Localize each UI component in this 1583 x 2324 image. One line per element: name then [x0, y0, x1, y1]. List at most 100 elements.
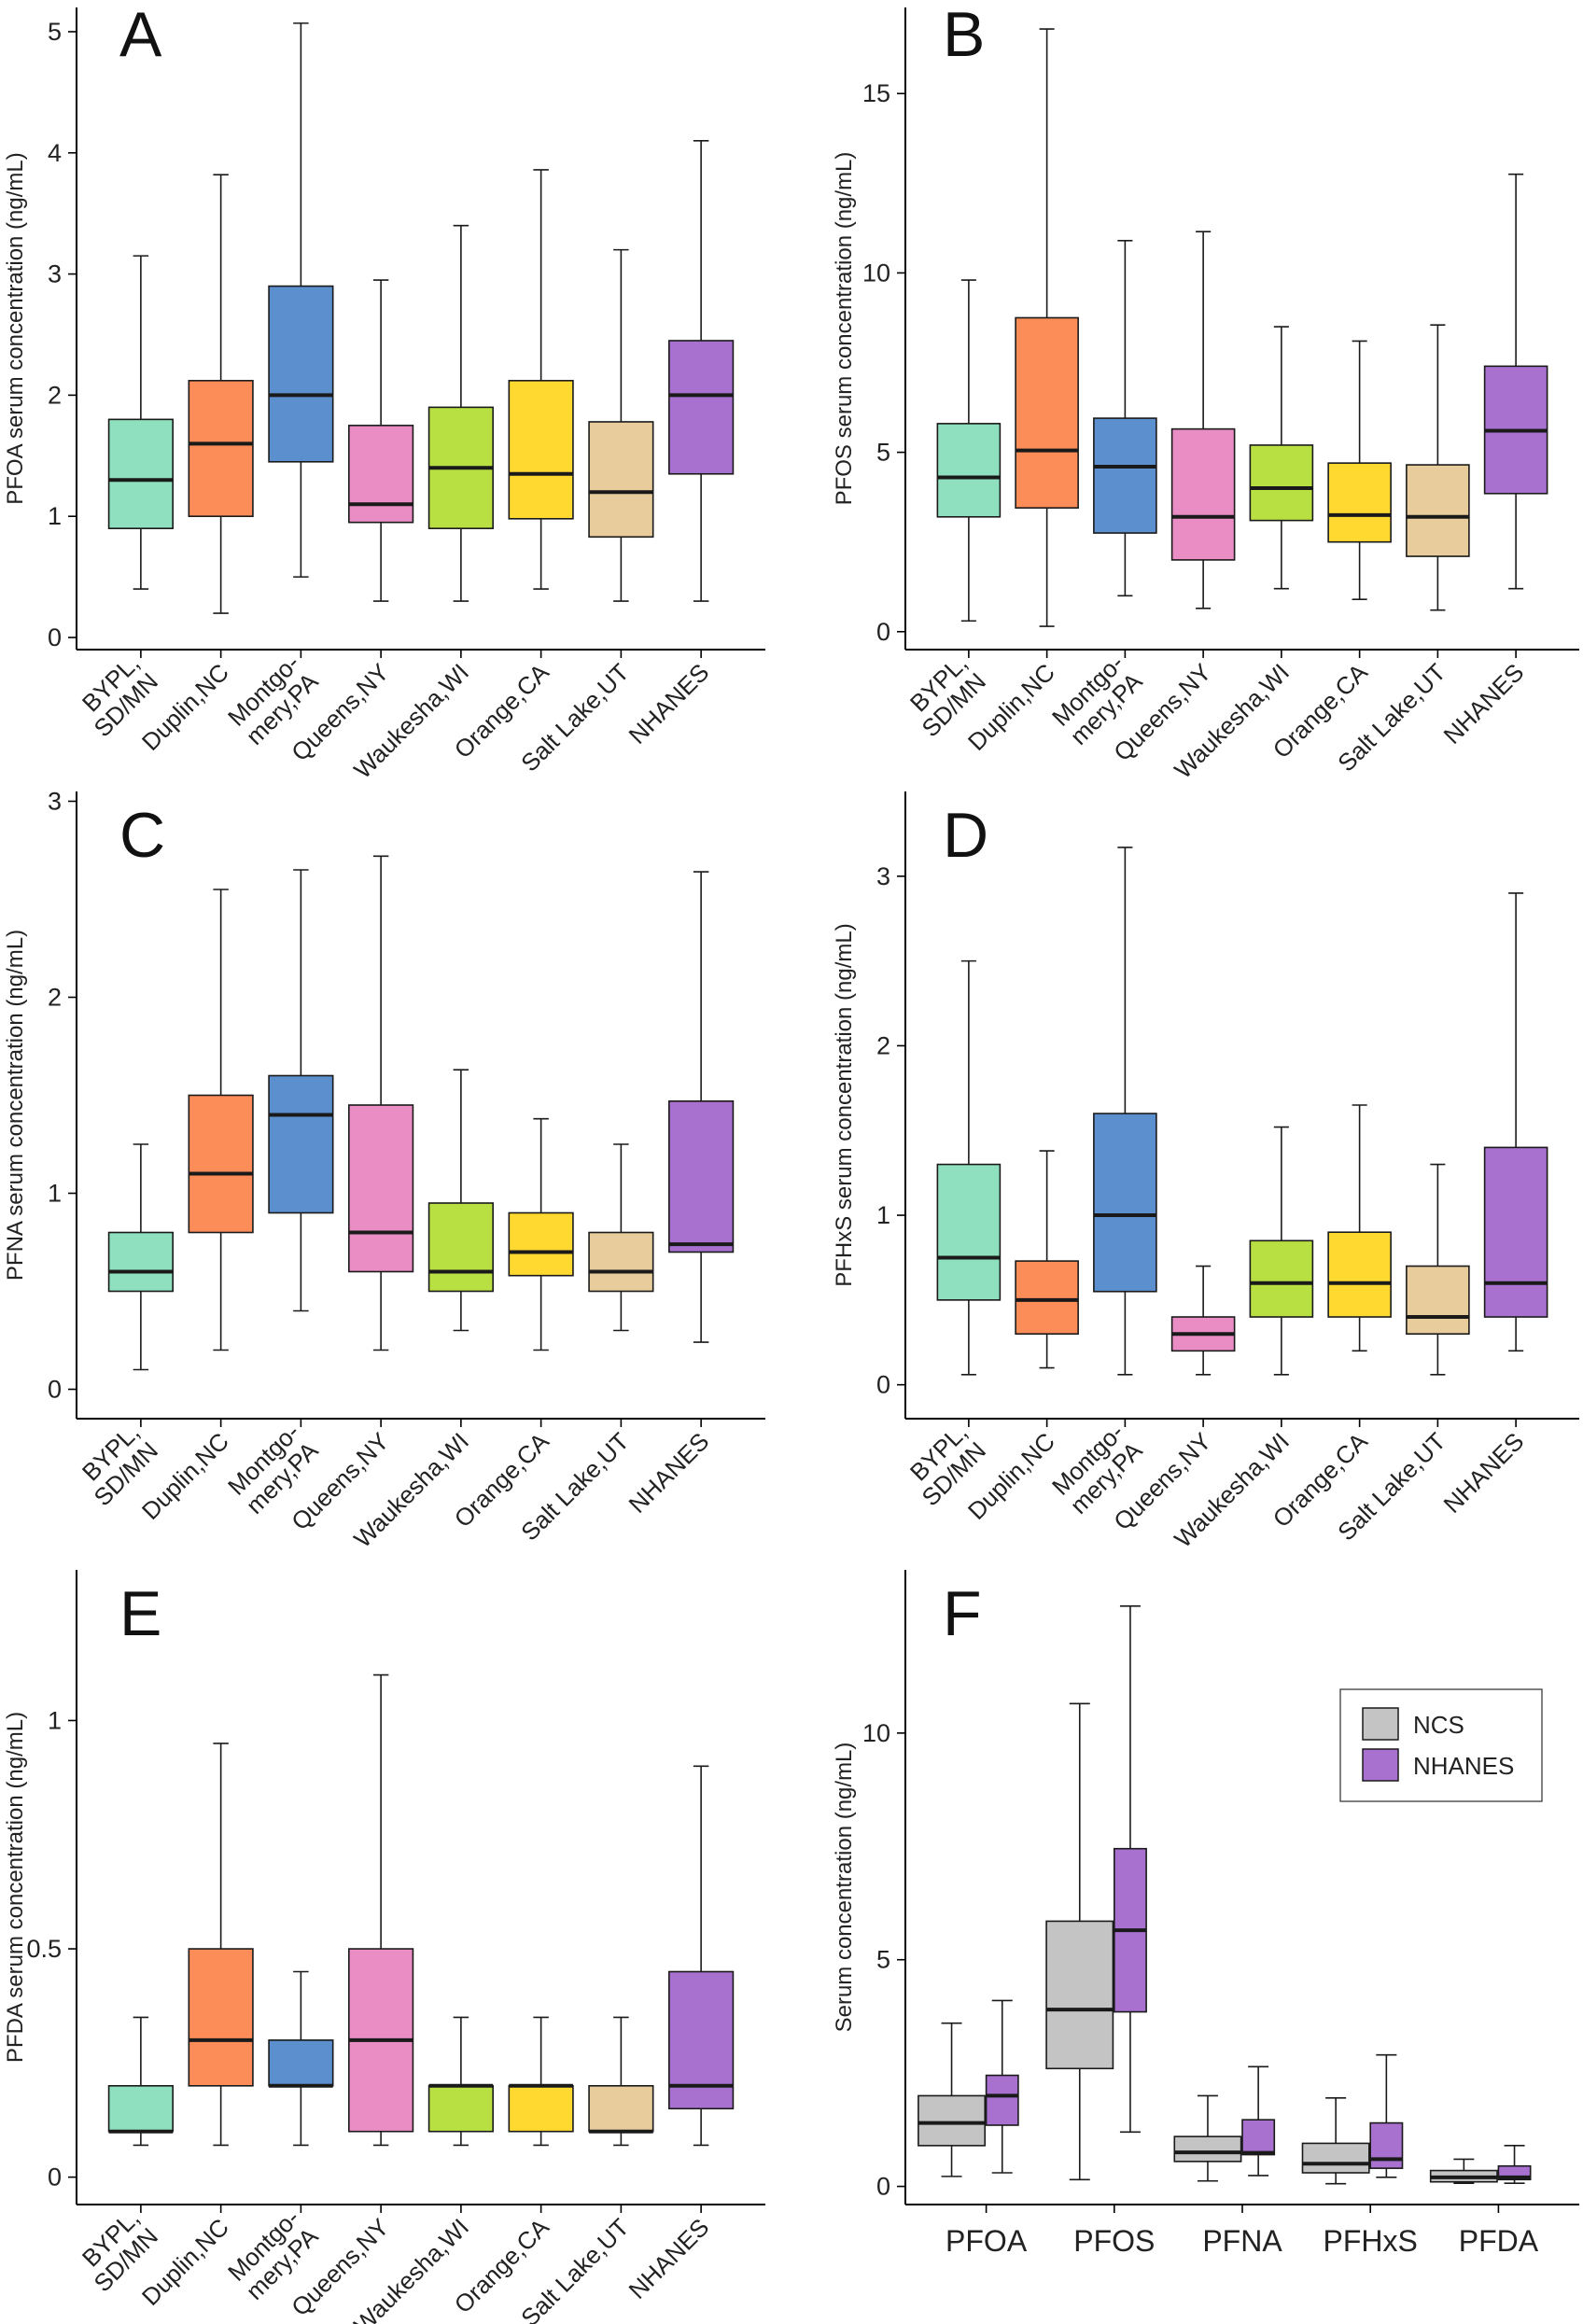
box-5: [1249, 326, 1314, 590]
box-2: [1015, 28, 1079, 627]
y-tick-label: 0: [48, 2163, 62, 2191]
y-tick-label: 0: [48, 1376, 62, 1404]
iqr-box: [508, 1211, 574, 1277]
panel-letter: C: [119, 800, 165, 871]
iqr-box: [1327, 462, 1392, 543]
iqr-box: [588, 2085, 654, 2133]
x-tick-label: Duplin,NC: [136, 2213, 234, 2311]
panel-letter: A: [119, 0, 162, 70]
panel-letter: E: [119, 1578, 161, 1649]
iqr-box: [427, 1202, 494, 1293]
x-tick-label-line: NHANES: [623, 1427, 715, 1519]
iqr-box: [1249, 444, 1314, 522]
iqr-box: [985, 2074, 1019, 2126]
iqr-box: [188, 1094, 254, 1234]
box-1: [936, 279, 1002, 623]
iqr-box: [268, 2039, 334, 2087]
iqr-box: [107, 2085, 174, 2133]
panel-letter: B: [943, 0, 985, 70]
iqr-box: [1173, 2135, 1242, 2163]
box-8: [1483, 892, 1548, 1352]
ncs-box-pfda: [1429, 2158, 1498, 2184]
x-tick-label-line: NHANES: [1438, 1427, 1530, 1519]
legend-label-nhanes: NHANES: [1413, 1752, 1514, 1780]
y-tick-label: 2: [48, 381, 62, 409]
iqr-box: [107, 418, 174, 529]
box-1: [107, 255, 174, 590]
y-tick-label: 5: [48, 18, 62, 46]
y-tick-label: 0: [876, 1371, 890, 1399]
box-4: [1170, 1265, 1236, 1376]
x-tick-label: NHANES: [623, 2213, 715, 2304]
y-axis-label: PFOS serum concentration (ng/mL): [832, 152, 857, 506]
legend: NCS NHANES: [1339, 1688, 1543, 1802]
y-tick-label: 2: [876, 1031, 890, 1059]
iqr-box: [1015, 316, 1079, 509]
x-tick-label: NHANES: [623, 1427, 715, 1519]
box-7: [588, 1143, 654, 1332]
y-tick-label: 1: [48, 1180, 62, 1208]
x-tick-label: PFHxS: [1324, 2224, 1418, 2258]
iqr-box: [668, 1970, 735, 2110]
x-tick-label: NHANES: [1438, 1427, 1530, 1519]
y-tick-label: 1: [48, 1706, 62, 1734]
y-axis-label: PFHxS serum concentration (ng/mL): [832, 923, 857, 1286]
iqr-box: [1170, 427, 1236, 561]
box-1: [107, 1143, 174, 1371]
box-5: [427, 224, 494, 602]
y-tick-label: 1: [876, 1201, 890, 1229]
x-tick-label-line: Duplin,NC: [136, 2213, 234, 2311]
box-6: [508, 169, 574, 590]
iqr-box: [1406, 1265, 1470, 1335]
x-tick-label-line: NHANES: [623, 2213, 715, 2304]
x-tick-label: NHANES: [623, 658, 715, 749]
iqr-box: [107, 1231, 174, 1293]
legend-label-ncs: NCS: [1413, 1711, 1464, 1739]
box-4: [348, 279, 414, 602]
iqr-box: [508, 2085, 574, 2133]
ncs-box-pfoa: [918, 2022, 987, 2177]
iqr-box: [508, 380, 574, 520]
iqr-box: [1327, 1231, 1392, 1318]
y-tick-label: 2: [48, 984, 62, 1012]
y-axis-label: PFDA serum concentration (ng/mL): [3, 1712, 28, 2063]
nhanes-box-pfos: [1114, 1605, 1147, 2134]
box-6: [508, 1117, 574, 1351]
iqr-box: [588, 421, 654, 539]
iqr-box: [1483, 1146, 1548, 1318]
iqr-box: [1406, 464, 1470, 557]
x-tick-label: PFOS: [1073, 2224, 1155, 2258]
box-2: [188, 889, 254, 1351]
iqr-box: [268, 285, 334, 463]
box-2: [188, 1743, 254, 2147]
box-6: [508, 2016, 574, 2147]
iqr-box: [918, 2094, 987, 2147]
y-tick-label: 3: [48, 788, 62, 816]
x-tick-label: Duplin,NC: [136, 1427, 234, 1525]
iqr-box: [188, 1948, 254, 2087]
x-tick-label: Duplin,NC: [136, 658, 234, 756]
x-tick-label-line: Duplin,NC: [136, 1427, 234, 1525]
y-tick-label: 15: [862, 79, 890, 107]
iqr-box: [936, 423, 1002, 518]
box-8: [1483, 173, 1548, 590]
y-tick-label: 5: [876, 1946, 890, 1974]
nhanes-box-pfoa: [985, 1999, 1019, 2174]
legend-swatch-nhanes: [1362, 1748, 1399, 1782]
x-tick-label: PFNA: [1202, 2224, 1282, 2258]
x-tick-label: PFOA: [946, 2224, 1028, 2258]
x-tick-label-line: NHANES: [1438, 658, 1530, 749]
iqr-box: [936, 1163, 1002, 1301]
iqr-box: [1369, 2121, 1404, 2169]
nhanes-box-pfna: [1241, 2065, 1276, 2177]
iqr-box: [1093, 1113, 1157, 1293]
y-tick-label: 3: [48, 260, 62, 288]
box-8: [668, 871, 735, 1343]
y-tick-label: 1: [48, 502, 62, 530]
x-tick-label-line: NHANES: [623, 658, 715, 749]
iqr-box: [668, 340, 735, 475]
